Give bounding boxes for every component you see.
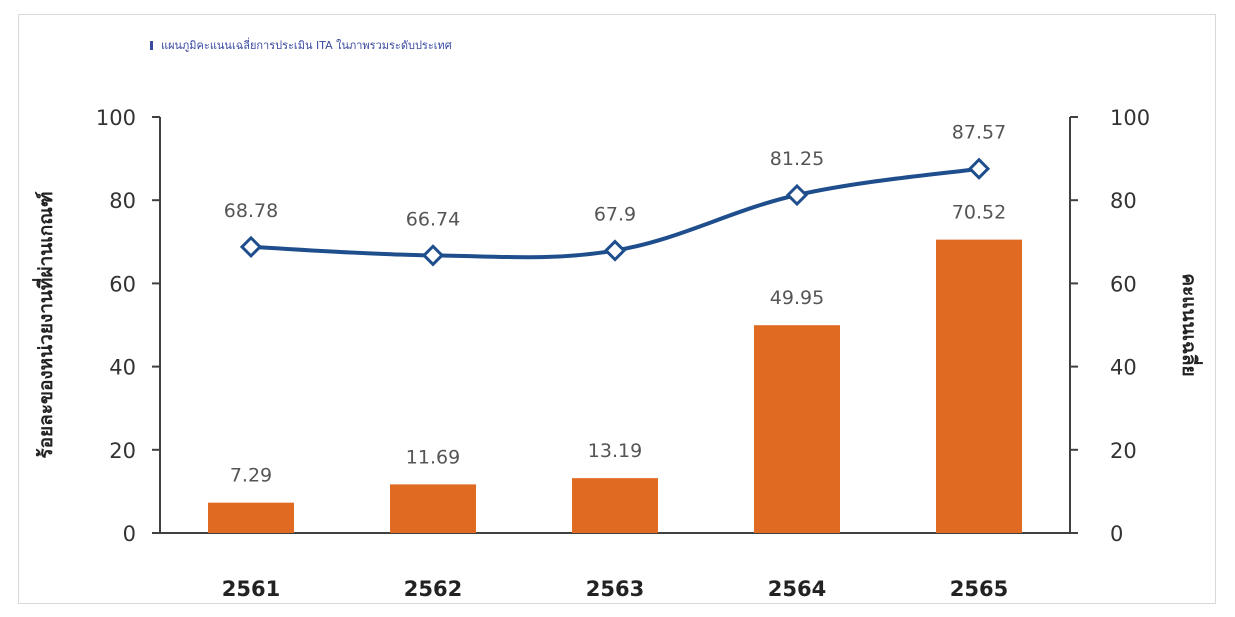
x-tick-label: 2562 xyxy=(404,577,462,601)
bar-value-label: 70.52 xyxy=(952,202,1006,224)
y-axis-title: ร้อยละของหน่วยงานที่ผ่านเกณฑ์ xyxy=(32,191,57,458)
y2-tick-label: 60 xyxy=(1110,272,1137,296)
x-tick-label: 2563 xyxy=(586,577,644,601)
bar-value-label: 13.19 xyxy=(588,440,642,462)
line-marker xyxy=(603,239,627,262)
y-tick-label: 0 xyxy=(123,522,136,546)
bar-value-label: 49.95 xyxy=(770,287,824,309)
y2-tick-label: 0 xyxy=(1110,522,1123,546)
data-labels: 7.29 11.69 13.19 49.95 70.52 68.78 66.74 67.9 81… xyxy=(224,122,1006,487)
line-series xyxy=(239,157,991,267)
line-value-label: 87.57 xyxy=(952,122,1006,144)
bar-value-label: 11.69 xyxy=(406,446,460,468)
y2-tick-label: 100 xyxy=(1110,106,1150,130)
bar xyxy=(390,484,476,533)
bar xyxy=(208,502,294,533)
y-tick-label: 100 xyxy=(96,106,136,130)
line-marker xyxy=(239,235,263,258)
axes: 0 20 40 60 80 100 0 20 40 60 80 100 2561 2562 2563 2564… xyxy=(96,106,1150,601)
line-value-label: 68.78 xyxy=(224,200,278,222)
line-value-label: 66.74 xyxy=(406,208,460,230)
line-marker xyxy=(785,183,809,207)
x-tick-label: 2565 xyxy=(950,577,1008,601)
line-marker xyxy=(967,157,991,180)
y-tick-label: 40 xyxy=(109,356,136,380)
y2-axis-title: คะแนนเฉลี่ย xyxy=(1178,273,1203,376)
y2-tick-label: 20 xyxy=(1110,439,1137,463)
legend-swatch xyxy=(150,41,153,50)
bar-value-label: 7.29 xyxy=(230,465,272,487)
y2-tick-label: 40 xyxy=(1110,356,1137,380)
legend-label: แผนภูมิคะแนนเฉลี่ยการประเมิน ITA ในภาพรว… xyxy=(161,39,452,52)
line-marker xyxy=(421,244,445,267)
chart-legend: แผนภูมิคะแนนเฉลี่ยการประเมิน ITA ในภาพรว… xyxy=(150,36,452,54)
y-tick-label: 60 xyxy=(109,272,136,296)
bar-series xyxy=(208,239,1022,534)
y-tick-label: 20 xyxy=(109,439,136,463)
bar xyxy=(754,325,840,533)
y2-tick-label: 80 xyxy=(1110,189,1137,213)
x-tick-label: 2561 xyxy=(222,577,280,601)
bar xyxy=(572,478,658,533)
y-tick-label: 80 xyxy=(109,189,136,213)
line-value-label: 67.9 xyxy=(594,204,636,226)
line-value-label: 81.25 xyxy=(770,148,824,170)
bar xyxy=(936,239,1022,534)
x-tick-label: 2564 xyxy=(768,577,826,601)
